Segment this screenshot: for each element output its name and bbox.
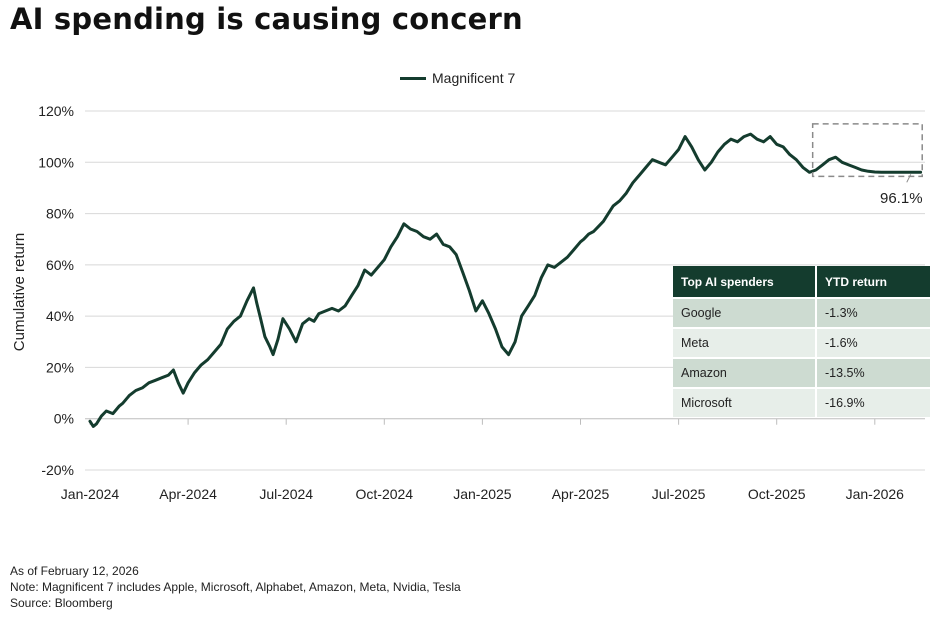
table-row: Google -1.3%	[673, 297, 930, 328]
x-tick-label: Jan-2026	[846, 486, 905, 502]
table-cell-ytd: -1.6%	[815, 327, 930, 358]
y-tick-label: -20%	[41, 462, 74, 478]
footnote-note: Note: Magnificent 7 includes Apple, Micr…	[10, 580, 461, 594]
table-row: Amazon -13.5%	[673, 357, 930, 388]
table-cell-company: Microsoft	[673, 387, 816, 417]
x-tick-label: Jul-2025	[652, 486, 706, 502]
table-row: Meta -1.6%	[673, 327, 930, 358]
table-cell-company: Google	[673, 297, 816, 328]
y-tick-label: 120%	[38, 103, 74, 119]
x-tick-label: Apr-2025	[552, 486, 610, 502]
x-tick-label: Apr-2024	[159, 486, 217, 502]
y-tick-label: 80%	[46, 206, 74, 222]
table-cell-ytd: -1.3%	[815, 297, 930, 328]
x-tick-label: Jan-2024	[61, 486, 120, 502]
x-axis-ticks: Jan-2024 Apr-2024 Jul-2024 Oct-2024 Jan-2025…	[61, 418, 905, 502]
chart-title: AI spending is causing concern	[10, 2, 523, 36]
legend-swatch	[400, 76, 426, 80]
x-tick-label: Jul-2024	[259, 486, 313, 502]
callout-box	[811, 123, 923, 178]
table-cell-company: Amazon	[673, 357, 816, 388]
table-header-ytd: YTD return	[815, 266, 930, 298]
x-tick-label: Jan-2025	[453, 486, 512, 502]
x-tick-label: Oct-2024	[356, 486, 414, 502]
footnote-source: Source: Bloomberg	[10, 596, 113, 610]
y-tick-label: 0%	[54, 411, 74, 427]
y-tick-label: 60%	[46, 257, 74, 273]
y-tick-label: 40%	[46, 308, 74, 324]
footnotes: As of February 12, 2026 Note: Magnificen…	[10, 563, 461, 611]
footnote-as-of: As of February 12, 2026	[10, 564, 139, 578]
y-axis-label: Cumulative return	[11, 233, 28, 351]
y-axis-ticks: -20% 0% 20% 40% 60% 80% 100% 120%	[38, 103, 74, 478]
callout-leader-line	[906, 174, 912, 183]
legend: Magnificent 7	[400, 70, 515, 86]
y-tick-label: 100%	[38, 154, 74, 170]
table-cell-ytd: -13.5%	[815, 357, 930, 388]
series-line-magnificent-7	[88, 132, 923, 428]
table-header-row: Top AI spenders YTD return	[673, 266, 930, 298]
y-tick-label: 20%	[46, 359, 74, 375]
top-ai-spenders-table: Top AI spenders YTD return Google -1.3% …	[673, 266, 930, 417]
table-cell-company: Meta	[673, 327, 816, 358]
legend-label: Magnificent 7	[432, 70, 516, 86]
table-cell-ytd: -16.9%	[815, 387, 930, 417]
x-tick-label: Oct-2025	[748, 486, 806, 502]
table-row: Microsoft -16.9%	[673, 387, 930, 417]
callout-label: 96.1%	[880, 190, 923, 207]
gridlines	[85, 110, 925, 471]
table-header-company: Top AI spenders	[673, 266, 816, 298]
